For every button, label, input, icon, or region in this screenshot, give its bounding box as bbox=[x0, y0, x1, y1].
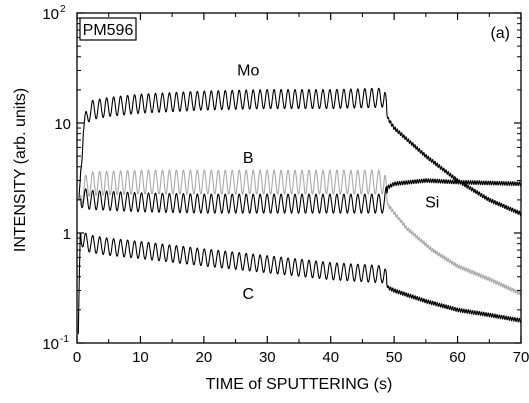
y-tick-label: 10 bbox=[54, 116, 71, 133]
x-tick-label: 40 bbox=[322, 349, 339, 366]
series-line-si bbox=[78, 178, 522, 214]
sample-label-box: PM596 bbox=[79, 17, 137, 41]
x-axis-label: TIME of SPUTTERING (s) bbox=[206, 376, 393, 393]
curve-label-mo: Mo bbox=[237, 63, 259, 80]
y-tick-label: 1 bbox=[63, 226, 71, 243]
y-tick-label: 10 bbox=[42, 336, 59, 353]
x-tick-label: 70 bbox=[513, 349, 529, 366]
x-tick-label: 10 bbox=[132, 349, 149, 366]
y-tick-label: 10 bbox=[42, 6, 59, 23]
x-tick-label: 30 bbox=[259, 349, 276, 366]
series-line-b bbox=[78, 169, 522, 296]
y-tick-exponent: -1 bbox=[60, 334, 69, 345]
labels-layer: Mo B Si C bbox=[237, 63, 439, 303]
series-line-c bbox=[77, 232, 522, 335]
x-tick-label: 60 bbox=[449, 349, 466, 366]
y-axis-label: INTENSITY (arb. units) bbox=[12, 88, 29, 252]
sample-label: PM596 bbox=[83, 22, 134, 39]
x-tick-label: 50 bbox=[386, 349, 403, 366]
series-line-mo bbox=[78, 87, 522, 216]
curve-label-si: Si bbox=[425, 194, 439, 211]
y-tick-exponent: 2 bbox=[60, 4, 66, 15]
series-layer bbox=[77, 87, 522, 335]
curve-label-c: C bbox=[242, 286, 254, 303]
x-tick-label: 20 bbox=[196, 349, 213, 366]
panel-label: (a) bbox=[490, 25, 510, 42]
curve-label-b: B bbox=[243, 150, 254, 167]
x-tick-label: 0 bbox=[73, 349, 81, 366]
